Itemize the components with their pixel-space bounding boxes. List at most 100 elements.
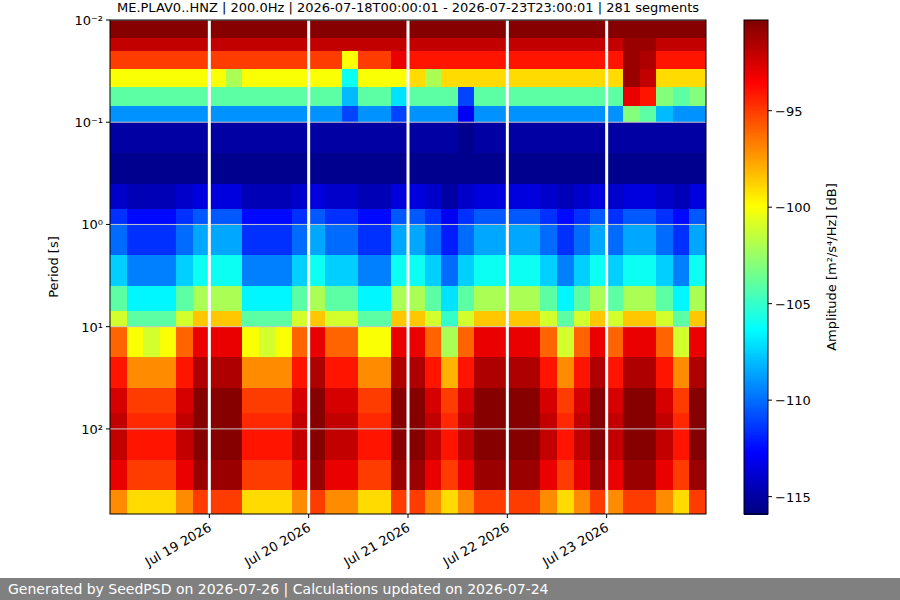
heatmap-cell [276,38,293,51]
heatmap-cell [391,224,408,255]
heatmap-cell [408,20,425,39]
heatmap-cell [342,255,359,286]
heatmap-cell [342,327,359,358]
heatmap-cell [176,311,193,327]
heatmap-cell [391,286,408,311]
heatmap-cell [590,38,607,51]
heatmap-cell [425,20,442,39]
heatmap-cell [176,184,193,209]
heatmap-cell [474,51,491,70]
heatmap-cell [391,122,408,153]
heatmap-cell [607,429,624,460]
heatmap-cell [110,122,127,153]
heatmap-cell [656,311,673,327]
heatmap-cell [242,87,259,107]
heatmap-cell [309,87,326,107]
heatmap-cell [325,327,342,358]
heatmap-cell [507,69,524,88]
x-tick-label: Jul 22 2026 [440,520,512,570]
heatmap-cell [656,388,673,413]
heatmap-cell [309,490,326,514]
heatmap-cell [259,69,276,88]
colorbar-tick-label: −100 [775,200,811,215]
heatmap-cell [441,122,458,153]
heatmap-cell [325,51,342,70]
heatmap-cell [242,153,259,184]
heatmap-cell [209,388,226,413]
heatmap-cell [226,357,243,388]
heatmap-cell [425,38,442,51]
heatmap-cell [127,184,144,209]
heatmap-cell [540,184,557,209]
heatmap-cell [375,51,392,70]
heatmap-cell [574,255,591,286]
heatmap-cell [425,184,442,209]
footer-bar [0,578,900,600]
heatmap-cell [375,327,392,358]
heatmap-cell [375,429,392,460]
heatmap-cell [441,327,458,358]
heatmap-cell [590,429,607,460]
heatmap-cell [574,122,591,153]
heatmap-cell [441,106,458,122]
heatmap-cell [574,69,591,88]
heatmap-cell [557,255,574,286]
heatmap-cell [474,460,491,491]
heatmap-cell [425,153,442,184]
heatmap-cell [391,87,408,107]
heatmap-cell [689,413,706,429]
heatmap-cell [640,490,657,514]
background [0,0,900,600]
heatmap-cell [127,490,144,514]
heatmap-cell [540,38,557,51]
heatmap-cell [292,490,309,514]
heatmap-cell [160,87,177,107]
heatmap-cell [375,209,392,225]
heatmap-cell [524,184,541,209]
heatmap-cell [375,460,392,491]
heatmap-cell [176,209,193,225]
heatmap-cell [574,20,591,39]
heatmap-cell [656,327,673,358]
heatmap-cell [557,388,574,413]
heatmap-cell [689,490,706,514]
chart-title: ME.PLAV0..HNZ | 200.0Hz | 2026-07-18T00:… [117,0,699,15]
heatmap-cell [143,87,160,107]
y-tick [106,122,110,123]
heatmap-cell [640,20,657,39]
colorbar-tick-label: −95 [775,104,802,119]
heatmap-cell [408,286,425,311]
y-tick [106,326,110,327]
heatmap-cell [408,209,425,225]
heatmap-cell [656,106,673,122]
heatmap-cell [474,255,491,286]
heatmap-cell [524,20,541,39]
heatmap-cell [590,69,607,88]
heatmap-cell [160,429,177,460]
heatmap-cell [127,286,144,311]
heatmap-cell [276,311,293,327]
heatmap-cell [441,490,458,514]
heatmap-cell [110,460,127,491]
heatmap-cell [127,51,144,70]
heatmap-cell [524,255,541,286]
heatmap-cell [309,224,326,255]
heatmap-cell [491,38,508,51]
heatmap-cell [441,429,458,460]
heatmap-cell [441,286,458,311]
heatmap-cell [160,413,177,429]
heatmap-cell [524,413,541,429]
heatmap-cell [160,38,177,51]
heatmap-cell [110,327,127,358]
heatmap-cell [160,51,177,70]
heatmap-cell [325,255,342,286]
heatmap-cell [391,255,408,286]
heatmap-cell [590,357,607,388]
heatmap-cell [176,490,193,514]
heatmap-cell [160,327,177,358]
heatmap-cell [623,255,640,286]
heatmap-cell [209,51,226,70]
heatmap-cell [143,153,160,184]
heatmap-cell [242,51,259,70]
heatmap-cell [325,460,342,491]
